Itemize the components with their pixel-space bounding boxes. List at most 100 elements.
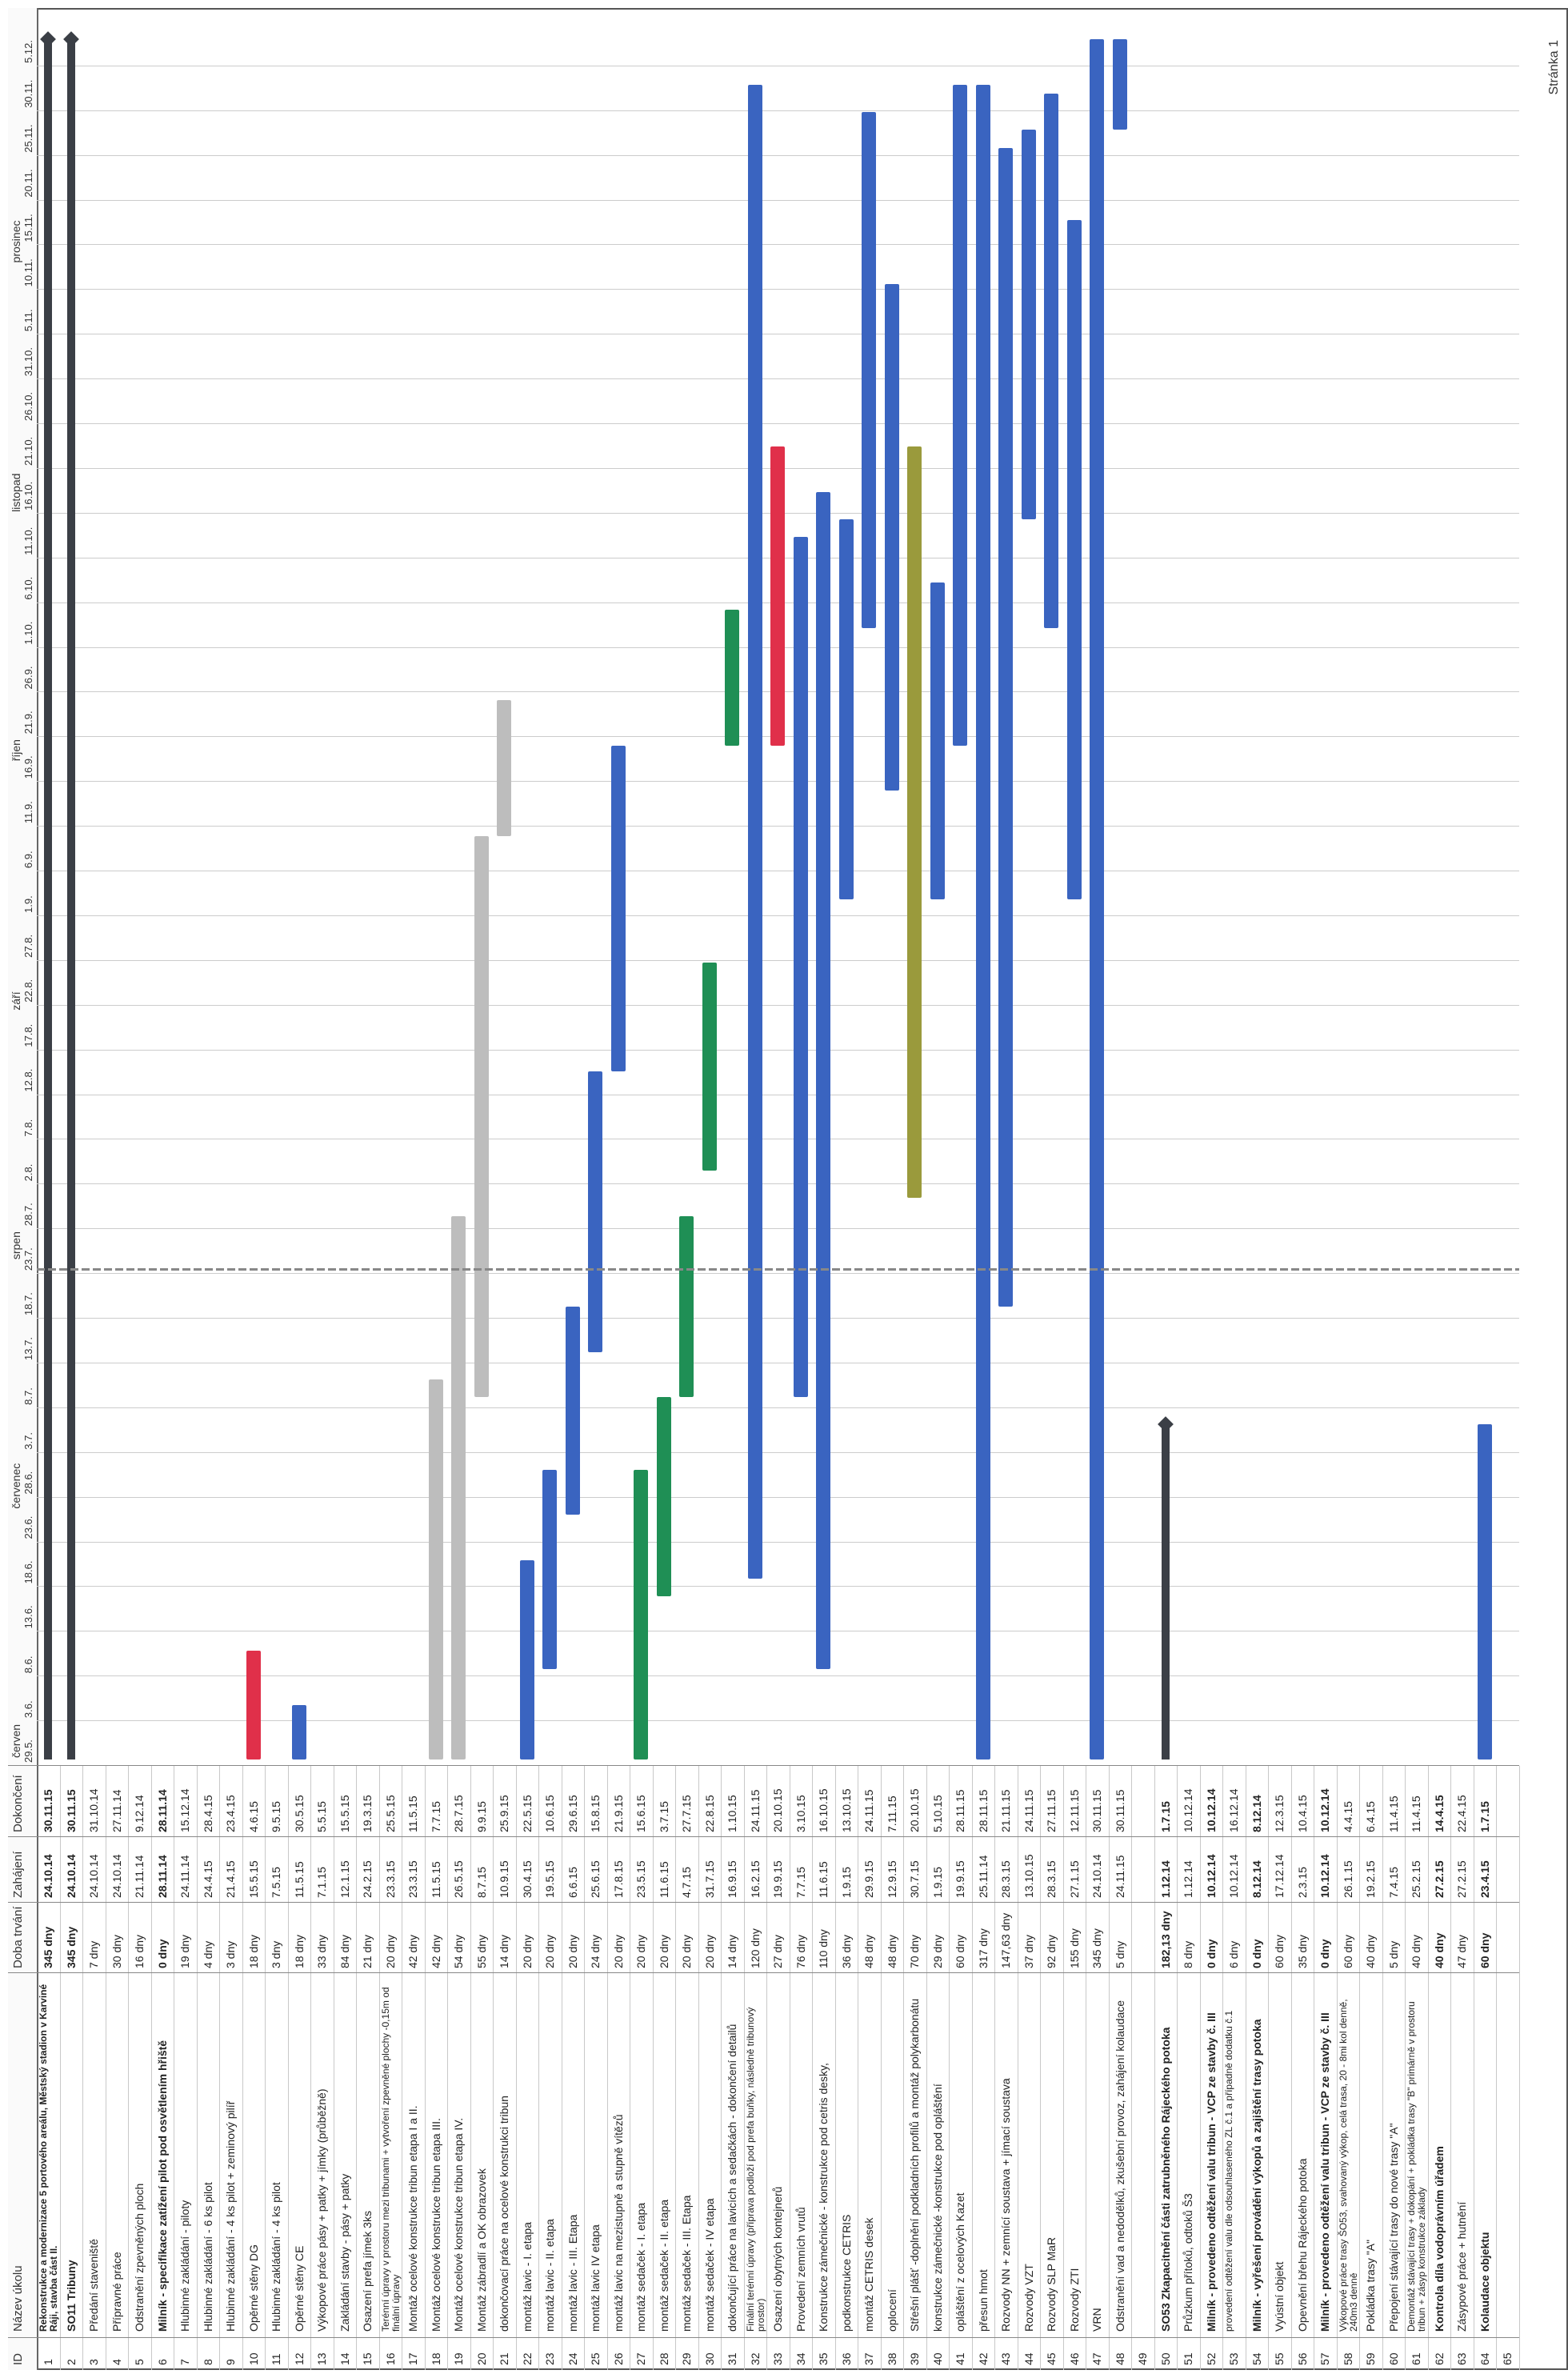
table-row[interactable]: 45 Rozvody SLP MaR 92 dny 28.3.15 27.11.15 <box>1040 1766 1064 2370</box>
table-row[interactable]: 20 Montáž zábradlí a OK obrazovek 55 dny 8.… <box>470 1766 494 2370</box>
task-bar[interactable] <box>246 1651 261 1759</box>
table-row[interactable]: 1 Rekonstrukce a modernizace 5 portového … <box>37 1766 61 2370</box>
table-row[interactable]: 61 Demontáž stávající trasy + dokopání + … <box>1405 1766 1429 2370</box>
task-bar[interactable] <box>497 700 511 836</box>
table-row[interactable]: 22 montáž lavic - I. etapa 20 dny 30.4.15 22… <box>515 1766 539 2370</box>
task-bar[interactable] <box>1066 220 1082 899</box>
table-row[interactable]: 54 Milník - vyřešení provádění výkopů a z… <box>1245 1766 1269 2370</box>
table-row[interactable]: 2 SO11 Tribuny 345 dny 24.10.14 30.11.15 <box>59 1766 83 2370</box>
task-bar[interactable] <box>884 283 899 791</box>
task-bar[interactable] <box>679 1216 694 1398</box>
table-row[interactable]: 55 Vyústní objekt 60 dny 17.12.14 12.3.15 <box>1268 1766 1292 2370</box>
table-row[interactable]: 50 SO53 Zkapacitnění části zatrubněného R… <box>1154 1766 1178 2370</box>
table-row[interactable]: 6 Milník - specifikace zatížení pilot pod… <box>150 1766 174 2370</box>
table-row[interactable]: 46 Rozvody ZTI 155 dny 27.1.15 12.11.15 <box>1062 1766 1086 2370</box>
table-row[interactable]: 11 Hlubinné zakládání - 4 ks pilot 3 dny 7.… <box>265 1766 289 2370</box>
task-bar[interactable] <box>816 491 830 1669</box>
summary-bar[interactable] <box>1161 1424 1170 1759</box>
table-row[interactable]: 30 montáž sedaček - IV etapa 20 dny 31.7.15… <box>698 1766 722 2370</box>
table-row[interactable]: 33 Osazení obytných kontejnerů 27 dny 19.9.… <box>766 1766 790 2370</box>
task-bar[interactable] <box>862 111 876 628</box>
table-row[interactable]: 8 Hlubinné zakládání - 6 ks pilot 4 dny 24.… <box>196 1766 220 2370</box>
table-row[interactable]: 3 Předání staveniště 7 dny 24.10.14 31.10.14 <box>82 1766 106 2370</box>
task-bar[interactable] <box>1477 1424 1492 1759</box>
table-row[interactable]: 17 Montáž ocelové konstrukce tribun etapa… <box>402 1766 426 2370</box>
summary-bar[interactable] <box>66 39 75 1759</box>
table-row[interactable]: 23 montáž lavic - II. etapa 20 dny 19.5.15 1… <box>538 1766 562 2370</box>
table-row[interactable]: 51 Průzkum přítoků, odtoků Š3 8 dny 1.12.14… <box>1177 1766 1201 2370</box>
table-row[interactable]: 48 Odstranění vad a nedodělků, zkušební p… <box>1108 1766 1132 2370</box>
task-bar[interactable] <box>588 1071 602 1352</box>
table-row[interactable]: 63 Zásypové práce + hutnění 47 dny 27.2.15 2… <box>1450 1766 1474 2370</box>
table-row[interactable]: 41 opláštění z ocelových Kazet 60 dny 19.9.… <box>949 1766 973 2370</box>
task-bar[interactable] <box>565 1307 580 1515</box>
table-row[interactable]: 35 Konstrukce zámečnické - konstrukce pod… <box>812 1766 836 2370</box>
table-row[interactable]: 18 Montáž ocelové konstrukce tribun etapa… <box>424 1766 448 2370</box>
table-row[interactable]: 28 montáž sedaček - II. etapa 20 dny 11.6.1… <box>652 1766 676 2370</box>
table-row[interactable]: 16 Terénní úpravy v prostoru mezi tribuna… <box>378 1766 402 2370</box>
table-row[interactable]: 57 Milník - provedeno odtěžení valu tribu… <box>1314 1766 1338 2370</box>
table-row[interactable]: 47 VRN 345 dny 24.10.14 30.11.15 <box>1086 1766 1110 2370</box>
task-bar[interactable] <box>428 1379 443 1759</box>
table-row[interactable]: 25 montáž lavic IV etapa 24 dny 25.6.15 15.8… <box>584 1766 608 2370</box>
table-row[interactable]: 12 Opěrné stěny CE 18 dny 11.5.15 30.5.15 <box>287 1766 311 2370</box>
table-row[interactable]: 43 Rozvody NN + zemnící soustava + jímací… <box>994 1766 1018 2370</box>
task-bar[interactable] <box>474 835 489 1398</box>
table-row[interactable]: 32 Finální terénní úpravy (příprava podlo… <box>743 1766 767 2370</box>
task-bar[interactable] <box>1021 130 1036 519</box>
task-bar[interactable] <box>838 518 854 899</box>
table-row[interactable]: 31 dokončující práce na lavicích a sedačk… <box>721 1766 745 2370</box>
table-row[interactable]: 29 montáž sedaček - III. Etapa 20 dny 4.7.1… <box>675 1766 699 2370</box>
table-row[interactable]: 5 Odstranění zpevněných ploch 16 dny 21.11.… <box>128 1766 152 2370</box>
task-bar[interactable] <box>930 582 945 899</box>
table-row[interactable]: 24 montáž lavic - III. Etapa 20 dny 6.6.15 2… <box>561 1766 585 2370</box>
task-bar[interactable] <box>975 84 990 1759</box>
table-row[interactable]: 60 Přepojení stávající trasy do nové tras… <box>1382 1766 1406 2370</box>
table-row[interactable]: 38 oplocení 48 dny 12.9.15 7.11.15 <box>880 1766 904 2370</box>
table-row[interactable]: 58 Výkopové práce trasy ŠO53, svahovaný v… <box>1336 1766 1360 2370</box>
task-bar[interactable] <box>702 963 717 1171</box>
task-bar[interactable] <box>1112 39 1127 130</box>
table-row[interactable]: 9 Hlubinné zakládání - 4 ks pilot + zemin… <box>219 1766 243 2370</box>
task-bar[interactable] <box>451 1216 466 1759</box>
task-bar[interactable] <box>747 84 762 1579</box>
table-row[interactable]: 19 Montáž ocelové konstrukce tribun etapa… <box>447 1766 471 2370</box>
task-bar[interactable] <box>953 84 967 746</box>
table-row[interactable]: 21 dokončovací práce na ocelové konstrukc… <box>493 1766 517 2370</box>
table-row[interactable]: 13 Výkopové práce pásy + patky + jímky (p… <box>310 1766 334 2370</box>
table-row[interactable]: 59 Pokládka trasy "A" 40 dny 19.2.15 6.4.15 <box>1359 1766 1383 2370</box>
table-row[interactable]: 39 Střešní plášť -doplnění podkladních pr… <box>903 1766 927 2370</box>
task-bar[interactable] <box>998 147 1013 1307</box>
task-bar[interactable] <box>907 446 922 1199</box>
table-row[interactable]: 42 přesun hmot 317 dny 25.11.14 28.11.15 <box>971 1766 995 2370</box>
task-bar[interactable] <box>1090 39 1104 1759</box>
task-bar[interactable] <box>1044 93 1058 628</box>
table-row[interactable]: 37 montáž CETRIS desek 48 dny 29.9.15 24.11.… <box>858 1766 882 2370</box>
table-row[interactable]: 7 Hlubinné zakládání - piloty 19 dny 24.11.… <box>174 1766 198 2370</box>
task-bar[interactable] <box>656 1397 671 1597</box>
task-bar[interactable] <box>291 1705 306 1759</box>
table-row[interactable]: 10 Opěrné stěny DG 18 dny 15.5.15 4.6.15 <box>242 1766 266 2370</box>
task-bar[interactable] <box>610 745 626 1071</box>
task-bar[interactable] <box>770 446 785 746</box>
table-row[interactable]: 36 podkonstrukce CETRIS 36 dny 1.9.15 13.10.… <box>834 1766 858 2370</box>
table-row[interactable]: 64 Kolaudace objektu 60 dny 23.4.15 1.7.15 <box>1473 1766 1497 2370</box>
task-bar[interactable] <box>725 609 739 746</box>
table-row[interactable]: 40 konstrukce zámečnické -konstrukce pod … <box>926 1766 950 2370</box>
table-row[interactable]: 4 Přípravné práce 30 dny 24.10.14 27.11.14 <box>105 1766 129 2370</box>
table-row[interactable]: 53 provedení odtěžení valu dle odsouhlase… <box>1222 1766 1246 2370</box>
table-row[interactable]: 56 Opevnění břehu Rájeckého potoka 35 dny 2… <box>1290 1766 1314 2370</box>
table-row[interactable]: 44 Rozvody VZT 37 dny 13.10.15 24.11.15 <box>1017 1766 1041 2370</box>
table-row[interactable]: 15 Osazení prefa jímek 3ks 21 dny 24.2.15 19… <box>356 1766 380 2370</box>
summary-bar[interactable] <box>44 39 52 1759</box>
table-row[interactable]: 49 <box>1131 1766 1155 2370</box>
table-row[interactable]: 52 Milník - provedeno odtěžení valu tribu… <box>1199 1766 1223 2370</box>
table-row[interactable]: 62 Kontrola díla vodoprávním úřadem 40 dny… <box>1427 1766 1451 2370</box>
task-bar[interactable] <box>634 1469 648 1759</box>
task-bar[interactable] <box>519 1560 534 1759</box>
table-row[interactable]: 14 Zakládání stavby - pásy + patky 84 dny 1… <box>333 1766 357 2370</box>
table-row[interactable]: 26 montáž lavic na mezistupně a stupně ví… <box>606 1766 630 2370</box>
task-bar[interactable] <box>542 1469 557 1669</box>
table-row[interactable]: 27 montáž sedaček - I. etapa 20 dny 23.5.15… <box>630 1766 654 2370</box>
table-row[interactable]: 34 Provedení zemních vrutů 76 dny 7.7.15 3.1… <box>789 1766 813 2370</box>
